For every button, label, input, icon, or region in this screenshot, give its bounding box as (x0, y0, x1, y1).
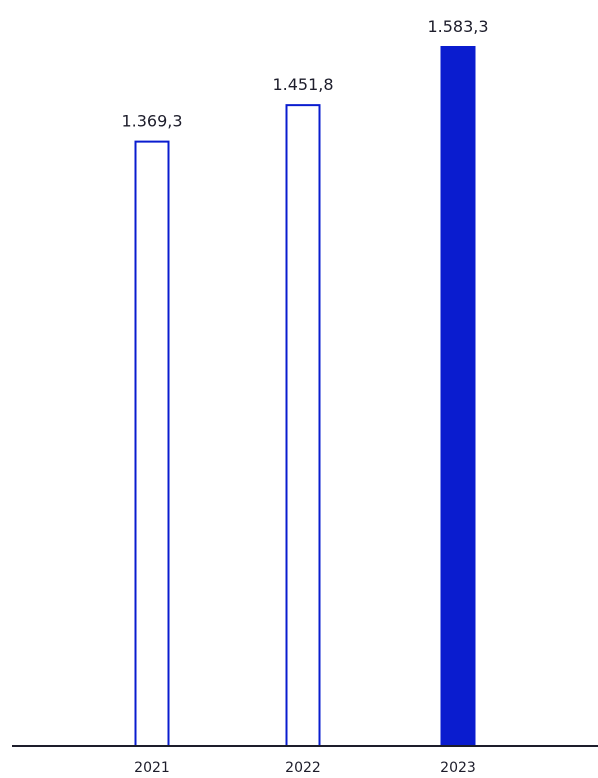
bars-group (134, 46, 476, 748)
value-labels-group: 1.369,3 1.451,8 1.583,3 (121, 17, 488, 131)
x-tick-label-2021: 2021 (134, 760, 170, 776)
value-label-2021: 1.369,3 (121, 112, 182, 131)
bar-2021 (134, 140, 170, 748)
x-tick-label-2022: 2022 (285, 760, 321, 776)
value-label-2023: 1.583,3 (427, 17, 488, 36)
bar-2022 (285, 104, 321, 748)
x-tick-label-2023: 2023 (440, 760, 476, 776)
value-label-2022: 1.451,8 (272, 75, 333, 94)
bar-2023 (440, 46, 476, 746)
x-tick-labels-group: 2021 2022 2023 (134, 760, 476, 776)
